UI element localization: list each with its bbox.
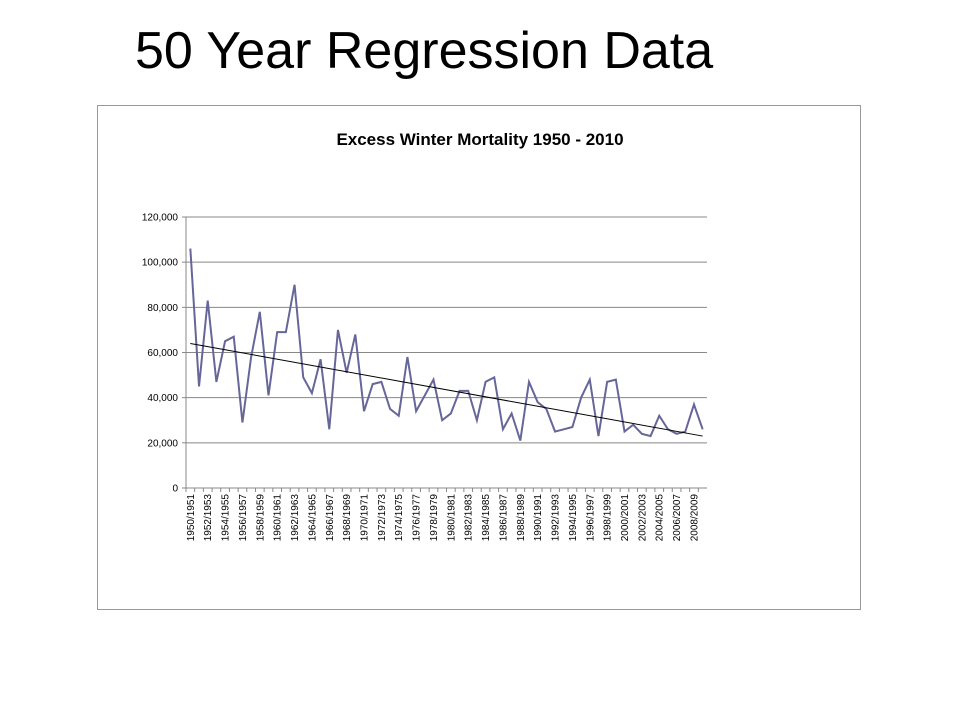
- x-tick-label: 1970/1971: [360, 494, 371, 542]
- x-tick-label: 1988/1989: [516, 494, 527, 542]
- x-tick-label: 1974/1975: [394, 494, 405, 542]
- x-tick-label: 1972/1973: [377, 494, 388, 542]
- x-tick-label: 1986/1987: [498, 494, 509, 542]
- x-tick-label: 2008/2009: [689, 494, 700, 542]
- trend-line: [190, 342, 703, 437]
- x-tick-label: 1950/1951: [186, 494, 197, 542]
- chart-frame: [97, 105, 861, 610]
- y-tick-label: 20,000: [147, 438, 178, 449]
- x-tick-label: 1966/1967: [325, 494, 336, 542]
- x-tick-label: 1990/1991: [533, 494, 544, 542]
- x-tick-label: 1958/1959: [255, 494, 266, 542]
- chart-title: Excess Winter Mortality 1950 - 2010: [336, 130, 623, 149]
- x-tick-label: 1964/1965: [307, 494, 318, 542]
- x-tick-label: 1954/1955: [221, 494, 232, 542]
- x-tick-label: 1956/1957: [238, 494, 249, 542]
- x-tick-label: 1996/1997: [585, 494, 596, 542]
- y-tick-label: 60,000: [147, 348, 178, 359]
- x-tick-label: 1952/1953: [203, 494, 214, 542]
- x-tick-label: 1962/1963: [290, 494, 301, 542]
- x-tick-label: 2004/2005: [655, 494, 666, 542]
- y-tick-label: 100,000: [142, 258, 179, 269]
- x-tick-label: 1998/1999: [603, 494, 614, 542]
- x-tick-label: 2006/2007: [672, 494, 683, 542]
- y-tick-label: 40,000: [147, 393, 178, 404]
- x-tick-label: 1992/1993: [551, 494, 562, 542]
- x-tick-label: 1984/1985: [481, 494, 492, 542]
- x-tick-label: 2002/2003: [637, 494, 648, 542]
- x-tick-label: 1982/1983: [464, 494, 475, 542]
- x-tick-label: 1994/1995: [568, 494, 579, 542]
- slide-title: 50 Year Regression Data: [135, 22, 713, 80]
- y-tick-label: 80,000: [147, 303, 178, 314]
- data-line: [189, 248, 704, 441]
- y-tick-label: 0: [172, 484, 178, 495]
- x-tick-label: 1976/1977: [412, 494, 423, 542]
- y-tick-label: 120,000: [142, 213, 179, 224]
- x-tick-label: 1960/1961: [273, 494, 284, 542]
- x-tick-label: 1980/1981: [446, 494, 457, 542]
- x-tick-label: 2000/2001: [620, 494, 631, 542]
- x-tick-label: 1978/1979: [429, 494, 440, 542]
- x-tick-label: 1968/1969: [342, 494, 353, 542]
